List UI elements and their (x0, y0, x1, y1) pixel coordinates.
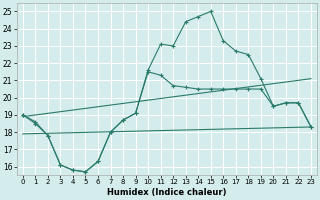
X-axis label: Humidex (Indice chaleur): Humidex (Indice chaleur) (107, 188, 227, 197)
